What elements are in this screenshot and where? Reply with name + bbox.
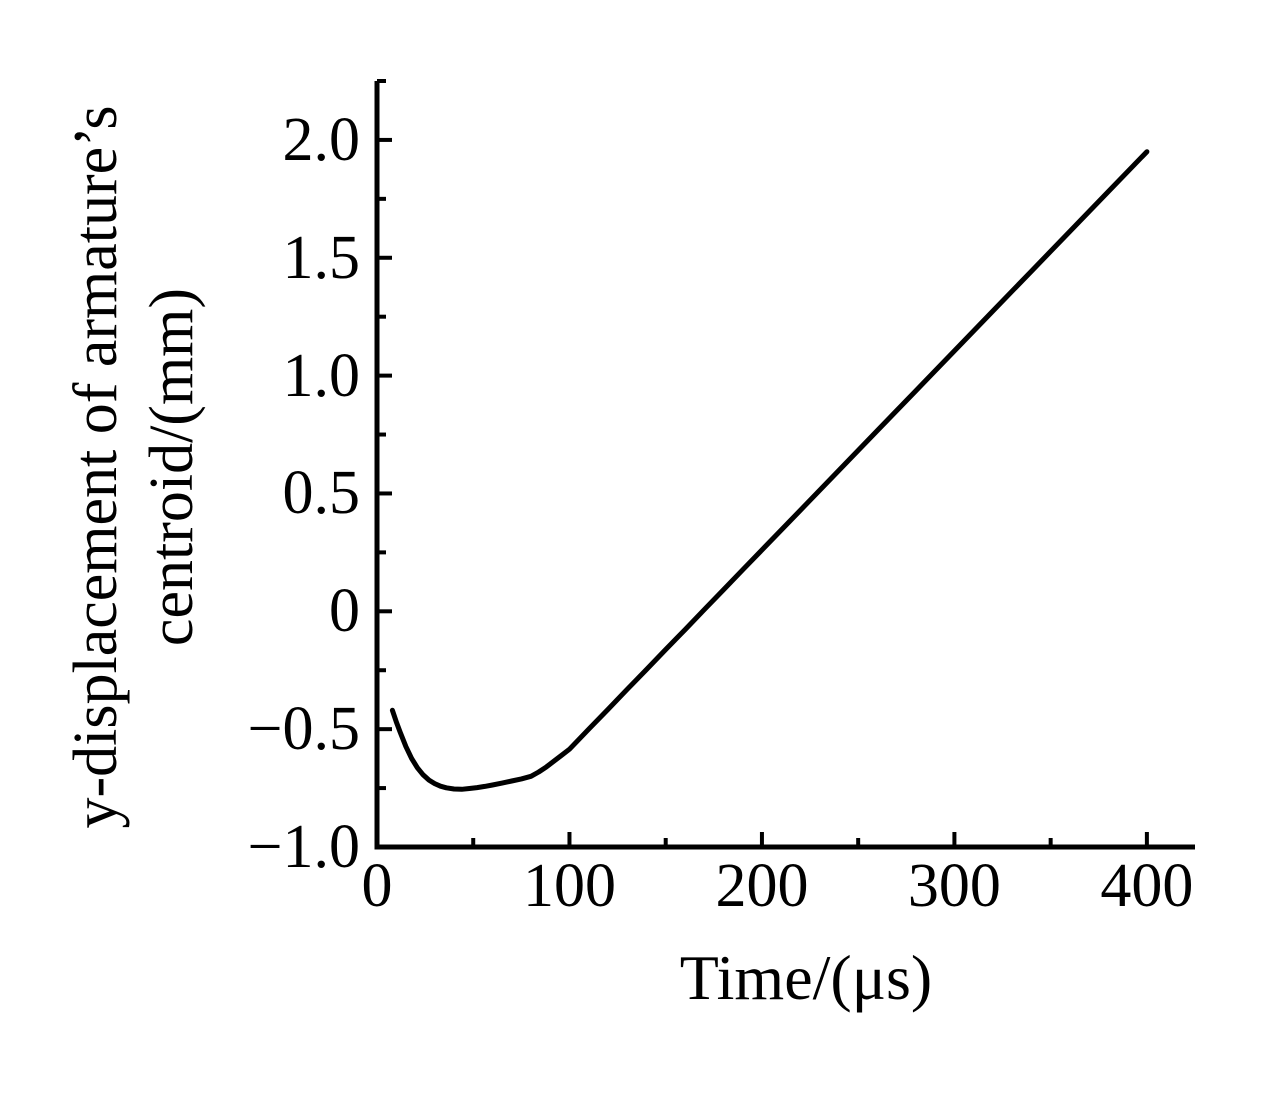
y-axis-title-line1: y-displacement of armature’s [62,105,130,829]
x-tick-label: 100 [522,852,616,920]
x-tick-label: 0 [361,852,393,920]
y-tick-label: 0.5 [282,459,361,528]
x-tick-label: 300 [907,852,1001,920]
x-tick-label: 200 [715,852,809,920]
y-axis-title: y-displacement of armature’s centroid/(m… [58,37,210,897]
y-tick-label: 1.5 [282,223,361,292]
y-tick-label: −1.0 [247,813,360,881]
x-axis-title: Time/(μs) [679,942,933,1013]
y-tick-label: 1.0 [282,341,361,410]
y-axis-title-line2: centroid/(mm) [138,287,206,647]
data-curve [389,149,1150,792]
y-tick-label: 2.0 [282,105,361,174]
y-tick-label: −0.5 [247,695,360,764]
y-tick-label: 0 [329,577,360,646]
x-tick-label: 400 [1100,852,1194,920]
